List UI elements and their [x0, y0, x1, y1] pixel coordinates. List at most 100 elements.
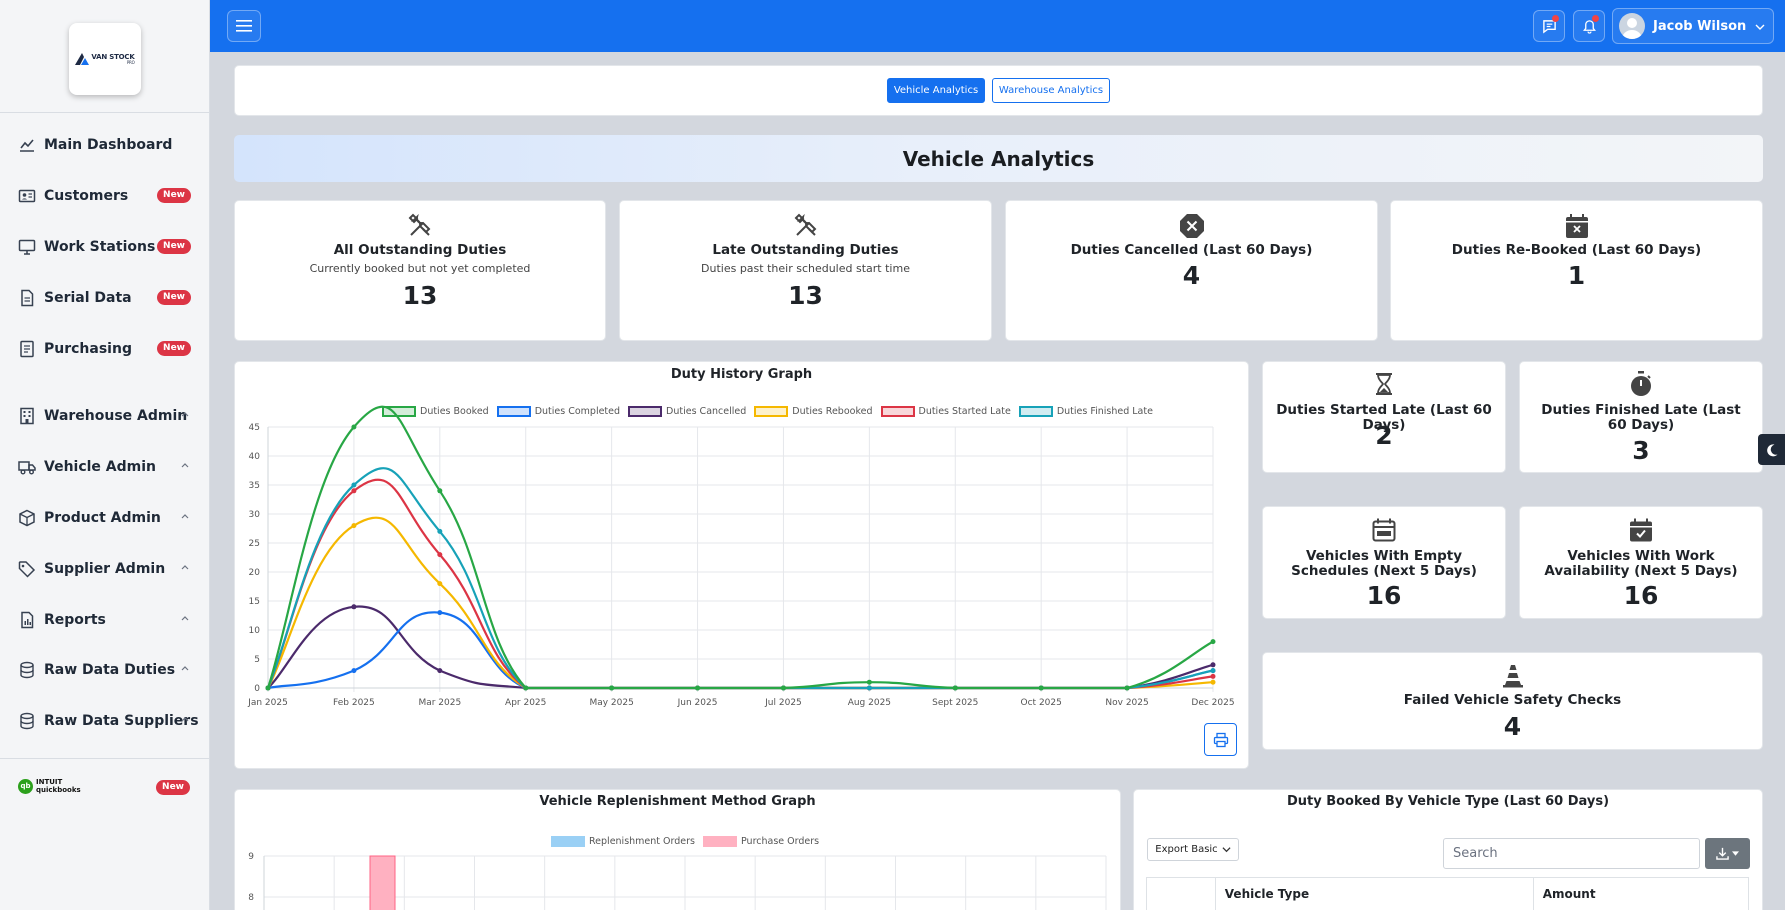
sidebar-item-warehouse-admin[interactable]: Warehouse Admin [0, 401, 210, 431]
file-icon [18, 289, 36, 307]
legend-item[interactable]: Duties Started Late [880, 406, 1011, 417]
sidebar-item-raw-data-duties[interactable]: Raw Data Duties [0, 655, 210, 685]
legend-item[interactable]: Duties Booked [382, 406, 489, 417]
legend-item[interactable]: Replenishment Orders [551, 836, 695, 847]
quickbooks-brand: quickbooks [36, 786, 81, 794]
y-tick-label: 25 [249, 539, 260, 549]
x-tick-label: Jan 2025 [247, 698, 288, 708]
data-point [265, 685, 271, 691]
sidebar-item-purchasing[interactable]: Purchasing New [0, 334, 210, 364]
legend-label: Duties Booked [420, 406, 489, 417]
export-button[interactable]: Export Basic [1147, 838, 1239, 861]
bar [369, 855, 396, 910]
sidebar-item-label: Vehicle Admin [44, 459, 157, 475]
printer-icon [1213, 732, 1228, 747]
replenishment-panel: Vehicle Replenishment Method Graph Reple… [234, 789, 1121, 910]
y-tick-label: 15 [249, 597, 260, 607]
messages-button[interactable] [1533, 10, 1565, 42]
legend-label: Duties Rebooked [792, 406, 873, 417]
search-input[interactable] [1443, 838, 1700, 869]
notification-dot [1552, 15, 1559, 22]
app-logo[interactable]: VAN STOCK PRO [69, 23, 141, 95]
sidebar-item-reports[interactable]: Reports [0, 605, 210, 635]
download-button[interactable] [1705, 838, 1750, 869]
sidebar-item-work-stations[interactable]: Work Stations New [0, 232, 210, 262]
legend-label: Duties Completed [534, 406, 621, 417]
sidebar-item-label: Serial Data [44, 290, 132, 306]
divider [0, 112, 210, 113]
caret-down-icon [1732, 851, 1739, 856]
tab-vehicle-analytics[interactable]: Vehicle Analytics [887, 78, 985, 103]
legend-item[interactable]: Duties Cancelled [628, 406, 746, 417]
chart-title: Duty History Graph [670, 367, 813, 382]
chevron-up-icon [181, 616, 189, 621]
x-tick-label: Apr 2025 [505, 698, 546, 708]
export-label: Export Basic [1155, 844, 1218, 855]
calendar-empty-icon [1372, 518, 1396, 542]
y-tick-label: 20 [249, 568, 261, 578]
divider [0, 758, 210, 759]
x-tick-label: Oct 2025 [1021, 698, 1062, 708]
table-header: Vehicle Type Amount [1146, 877, 1749, 910]
x-tick-label: Aug 2025 [848, 698, 891, 708]
sidebar-item-label: Product Admin [44, 510, 161, 526]
quickbooks-link[interactable]: qb INTUIT quickbooks [18, 778, 81, 794]
stopwatch-icon [1631, 371, 1651, 396]
sidebar-item-raw-data-suppliers[interactable]: Raw Data Suppliers [0, 706, 210, 736]
x-tick-label: May 2025 [589, 698, 633, 708]
column-header[interactable] [1147, 878, 1216, 910]
traffic-cone-icon [1502, 665, 1523, 688]
sidebar-item-supplier-admin[interactable]: Supplier Admin [0, 554, 210, 584]
legend-swatch [702, 836, 737, 847]
column-header[interactable]: Amount [1542, 887, 1596, 901]
data-point [609, 685, 615, 691]
legend-item[interactable]: Duties Finished Late [1018, 406, 1153, 417]
topbar: Jacob Wilson [210, 0, 1785, 52]
legend-label: Duties Cancelled [666, 406, 747, 417]
calendar-x-icon [1565, 214, 1588, 238]
y-tick-label: 9 [248, 852, 254, 862]
receipt-icon [18, 340, 36, 358]
menu-toggle-button[interactable] [227, 10, 261, 42]
sidebar-item-label: Raw Data Suppliers [44, 713, 199, 729]
data-point [437, 610, 443, 616]
sidebar-item-serial-data[interactable]: Serial Data New [0, 283, 210, 313]
y-tick-label: 0 [254, 684, 260, 694]
sidebar-item-vehicle-admin[interactable]: Vehicle Admin [0, 452, 210, 482]
print-button[interactable] [1204, 723, 1237, 756]
legend-item[interactable]: Purchase Orders [702, 836, 819, 847]
column-header[interactable]: Vehicle Type [1216, 878, 1534, 910]
legend-item[interactable]: Duties Completed [496, 406, 621, 417]
legend-swatch [754, 406, 789, 417]
sidebar-item-product-admin[interactable]: Product Admin [0, 503, 210, 533]
notifications-button[interactable] [1573, 10, 1605, 42]
tools-icon [408, 213, 431, 236]
tab-warehouse-analytics[interactable]: Warehouse Analytics [992, 78, 1110, 103]
dark-mode-toggle[interactable] [1758, 434, 1785, 465]
stat-title: Late Outstanding Duties [712, 242, 899, 258]
user-menu-button[interactable]: Jacob Wilson [1612, 8, 1774, 44]
y-tick-label: 30 [249, 510, 261, 520]
tag-icon [18, 560, 36, 578]
data-point [437, 552, 443, 558]
data-point [780, 685, 786, 691]
data-point [351, 424, 357, 430]
sidebar-item-label: Main Dashboard [44, 137, 173, 153]
legend-item[interactable]: Duties Rebooked [754, 406, 873, 417]
stat-title: All Outstanding Duties [333, 242, 507, 258]
building-icon [18, 407, 36, 425]
series-line [267, 605, 1214, 690]
stat-card-cancelled: Duties Cancelled (Last 60 Days) 4 [1005, 200, 1378, 341]
legend-swatch [382, 406, 416, 417]
new-badge: New [157, 341, 191, 356]
sidebar-item-customers[interactable]: Customers New [0, 181, 210, 211]
stat-title: Duties Started Late (Last 60 Days) [1276, 402, 1492, 433]
sidebar-item-label: Customers [44, 188, 129, 204]
stat-value: 16 [1623, 581, 1659, 610]
x-tick-label: Nov 2025 [1105, 698, 1148, 708]
new-badge: New [157, 188, 191, 203]
sidebar-item-label: Work Stations [44, 239, 156, 255]
chevron-up-icon [181, 514, 189, 519]
sidebar-item-main-dashboard[interactable]: Main Dashboard [0, 130, 210, 160]
data-point [351, 488, 357, 494]
